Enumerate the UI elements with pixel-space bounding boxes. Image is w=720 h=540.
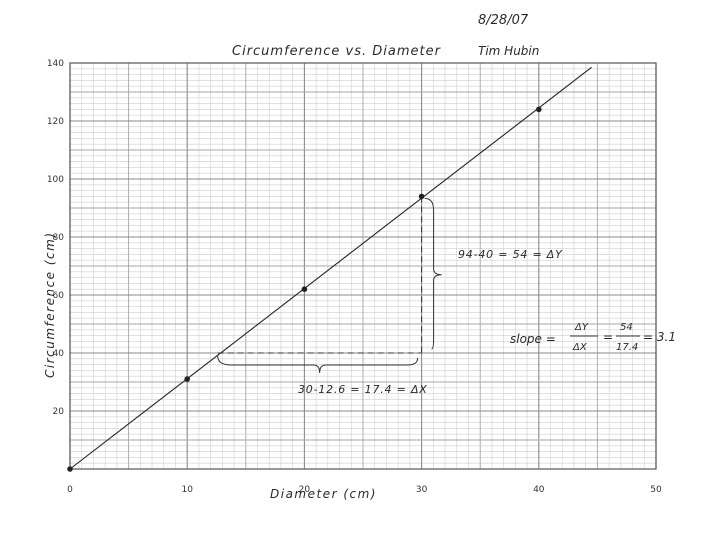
y-tick-label: 100: [47, 175, 64, 185]
y-tick-label: 40: [53, 349, 65, 359]
slope-construction: [217, 196, 442, 374]
y-tick-labels: 20 40 60 80 100 120 140: [47, 59, 64, 417]
plot-frame: [69, 62, 657, 470]
date-text: 8/28/07: [478, 13, 529, 28]
delta-y-brace: [424, 197, 442, 350]
slope-label: slope =: [510, 332, 556, 346]
x-tick-label: 20: [299, 485, 311, 495]
data-point: [536, 106, 542, 113]
delta-x-brace: [217, 355, 419, 374]
data-point: [418, 193, 425, 200]
data-point: [184, 376, 190, 382]
delta-x-annotation: 30-12.6 = 17.4 = ΔX: [298, 383, 428, 396]
slope-eq-sign: =: [603, 330, 613, 344]
slope-frac1-den: ΔX: [572, 342, 588, 353]
x-tick-label: 40: [533, 485, 545, 495]
x-axis-label: Diameter (cm): [270, 487, 377, 501]
x-tick-label: 0: [67, 485, 73, 495]
slope-frac2-num: 54: [620, 322, 633, 333]
slope-calculation: slope = ΔY ΔX = 54 17.4 = 3.1: [510, 322, 676, 353]
delta-y-annotation: 94-40 = 54 = ΔY: [458, 248, 563, 261]
y-tick-label: 140: [47, 59, 64, 69]
y-tick-label: 60: [53, 291, 65, 301]
grid-major-lines: [69, 62, 657, 470]
y-tick-label: 80: [53, 233, 65, 243]
slope-frac1-num: ΔY: [574, 322, 589, 333]
y-tick-label: 120: [47, 117, 64, 127]
x-tick-label: 50: [650, 485, 662, 495]
y-tick-label: 20: [53, 407, 65, 417]
best-fit-line: [69, 66, 592, 470]
data-point: [67, 466, 73, 472]
chart-title: Circumference vs. Diameter: [232, 44, 442, 59]
x-tick-label: 30: [416, 485, 428, 495]
data-point: [301, 286, 308, 293]
y-axis-label: Circumference (cm): [43, 231, 57, 378]
slope-frac2-den: 17.4: [616, 342, 638, 353]
x-tick-labels: 0 10 20 30 40 50: [67, 485, 662, 495]
data-points: [67, 106, 542, 472]
slope-result: = 3.1: [643, 330, 676, 344]
x-tick-label: 10: [181, 485, 193, 495]
author-name: Tim Hubin: [478, 44, 539, 58]
